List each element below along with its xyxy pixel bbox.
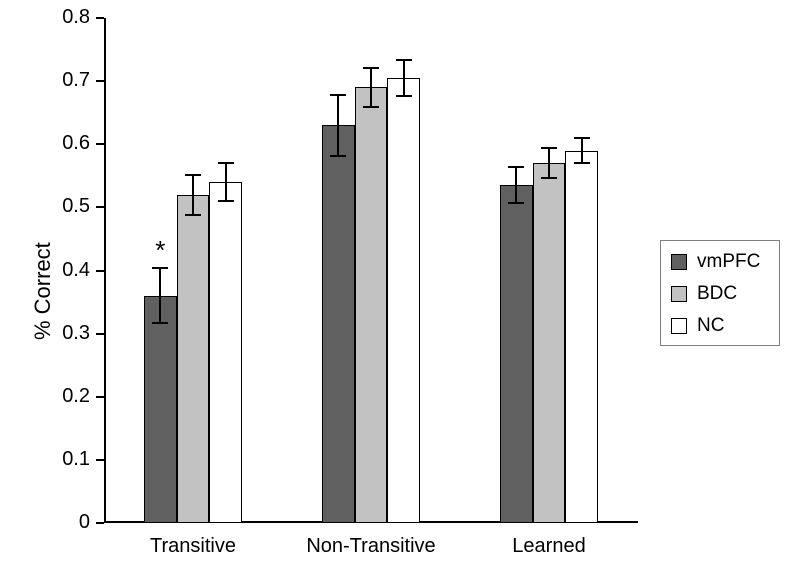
y-tick <box>96 333 104 335</box>
y-tick-label: 0.8 <box>40 6 90 29</box>
y-tick <box>96 17 104 19</box>
bar <box>177 195 210 523</box>
significance-marker: * <box>145 237 175 263</box>
bar <box>565 151 598 523</box>
legend-item: NC <box>671 315 769 337</box>
x-category-label: Transitive <box>104 535 282 558</box>
chart-container: % Correct vmPFCBDCNC 00.10.20.30.40.50.6… <box>0 0 800 579</box>
y-tick <box>96 80 104 82</box>
y-tick-label: 0.5 <box>40 195 90 218</box>
y-tick-label: 0.3 <box>40 322 90 345</box>
y-tick <box>96 522 104 524</box>
y-tick <box>96 206 104 208</box>
bar <box>355 87 388 523</box>
y-tick <box>96 270 104 272</box>
legend-swatch <box>671 318 687 334</box>
y-tick-label: 0 <box>40 511 90 534</box>
y-tick-label: 0.2 <box>40 385 90 408</box>
legend-label: BDC <box>697 283 737 305</box>
y-tick-label: 0.6 <box>40 132 90 155</box>
bar <box>209 182 242 523</box>
bar <box>533 163 566 523</box>
y-tick <box>96 143 104 145</box>
legend-swatch <box>671 286 687 302</box>
x-category-label: Learned <box>460 535 638 558</box>
y-tick-label: 0.7 <box>40 69 90 92</box>
legend-item: BDC <box>671 283 769 305</box>
legend-label: vmPFC <box>697 251 760 273</box>
bar <box>387 78 420 523</box>
bar <box>500 185 533 523</box>
y-tick-label: 0.1 <box>40 448 90 471</box>
legend-item: vmPFC <box>671 251 769 273</box>
legend: vmPFC BDC NC <box>660 240 780 346</box>
y-tick-label: 0.4 <box>40 259 90 282</box>
bar <box>144 296 177 523</box>
legend-label: NC <box>697 315 724 337</box>
y-tick <box>96 459 104 461</box>
bar <box>322 125 355 523</box>
y-tick <box>96 396 104 398</box>
legend-swatch <box>671 254 687 270</box>
x-category-label: Non-Transitive <box>282 535 460 558</box>
